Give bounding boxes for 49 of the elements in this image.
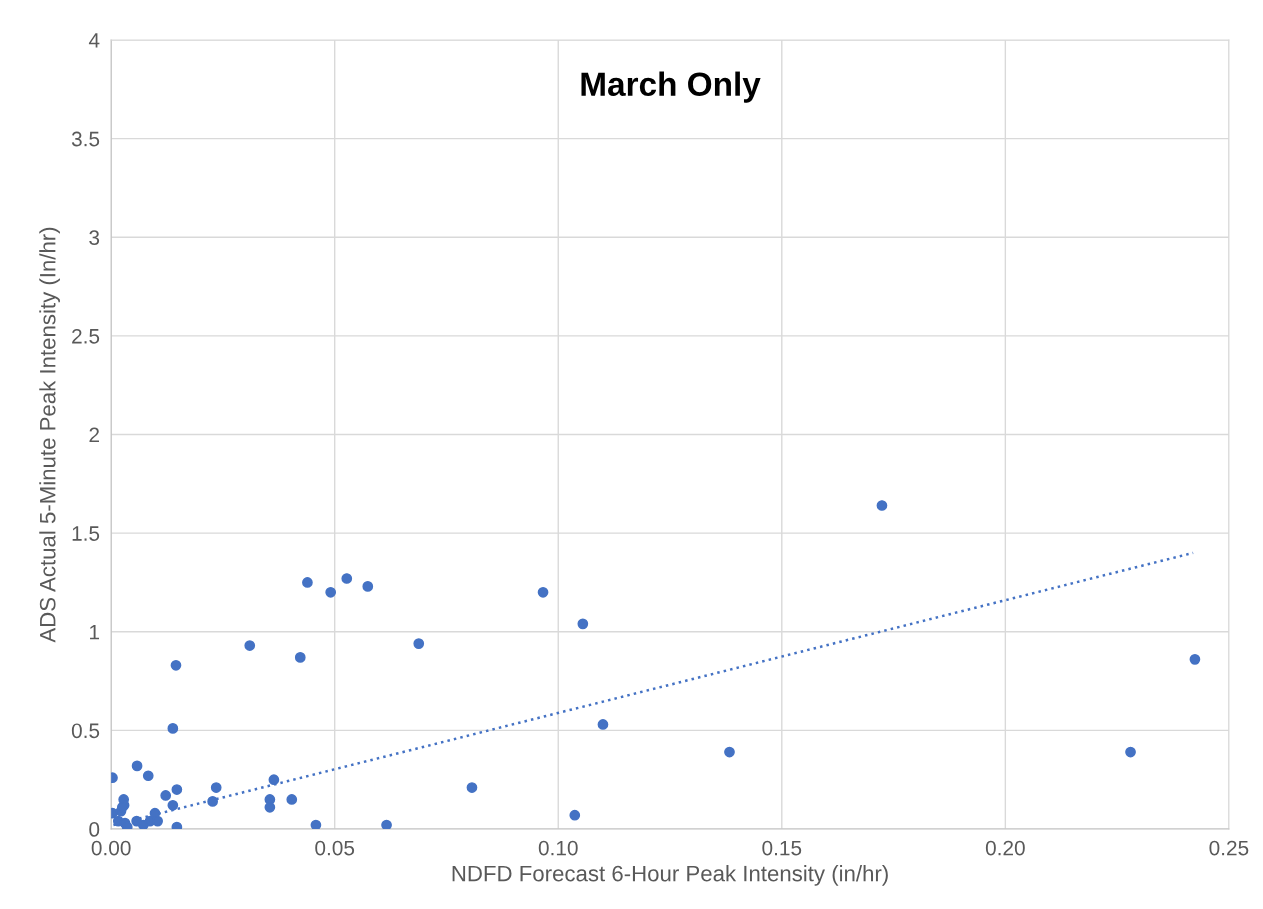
point	[1125, 746, 1136, 758]
point	[171, 821, 183, 830]
point	[268, 774, 280, 786]
point	[167, 799, 179, 811]
point	[160, 790, 172, 801]
point	[1189, 654, 1201, 665]
point	[466, 782, 478, 793]
point	[294, 652, 306, 663]
y-tick-label: 0.5	[71, 723, 100, 739]
point	[286, 794, 298, 805]
point	[310, 819, 322, 830]
point	[207, 796, 218, 807]
point	[341, 573, 353, 584]
point	[577, 618, 589, 630]
point	[569, 809, 581, 821]
point	[724, 746, 735, 758]
y-axis-title: ADS Actual 5-Minute Peak Intensity (In/hr)	[39, 227, 60, 643]
point	[171, 784, 183, 795]
x-tick-label: 0.15	[762, 840, 802, 856]
point	[244, 640, 256, 651]
point	[362, 581, 374, 592]
y-tick-label: 4	[88, 33, 100, 48]
point	[876, 500, 888, 511]
y-tick-label: 1	[90, 624, 100, 640]
point	[413, 638, 425, 649]
text: March Only	[581, 71, 761, 103]
point	[170, 659, 182, 671]
point	[142, 770, 154, 782]
y-tick-label: 2.5	[72, 328, 100, 344]
point	[537, 586, 549, 598]
point	[210, 782, 222, 793]
point	[167, 723, 179, 734]
point	[302, 577, 313, 588]
y-tick-label: 2	[89, 427, 99, 443]
y-tick-label: 0	[89, 822, 100, 837]
x-tick-label: 0.05	[315, 840, 355, 856]
point	[325, 586, 337, 598]
point	[131, 760, 143, 772]
point	[597, 719, 609, 730]
y-tick-label: 3.5	[71, 131, 100, 147]
x-tick-label: 0.25	[1209, 840, 1249, 856]
x-axis-title: NDFD Forecast 6-Hour Peak Intensity (in/hr)	[452, 865, 888, 886]
point	[121, 821, 133, 830]
point	[381, 819, 392, 830]
x-tick-label: 0.10	[538, 840, 578, 856]
y-tick-label: 1.5	[72, 526, 100, 541]
x-tick-label: 0.00	[91, 840, 131, 856]
y-tick-label: 3	[89, 230, 100, 245]
x-tick-label: 0.20	[985, 840, 1025, 856]
